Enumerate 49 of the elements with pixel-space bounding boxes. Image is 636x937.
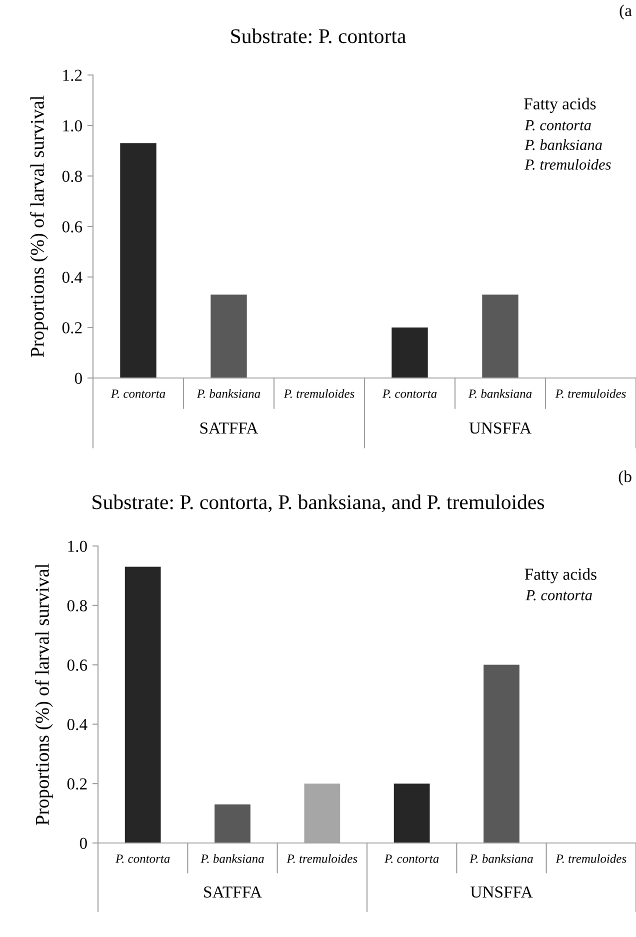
y-tick-label: 0 (80, 838, 87, 849)
y-tick-label: 0.4 (67, 718, 88, 730)
y-tick-label: 0.6 (62, 221, 82, 233)
bar (394, 784, 430, 843)
text: SATFFA (200, 422, 258, 434)
x-tick-label: P. banksiana (196, 389, 260, 398)
y-tick-label: 0.6 (67, 660, 88, 671)
chart-title: Substrate: P. contorta, P. banksiana, and P. tremuloides (92, 494, 544, 512)
chart-title: Substrate: P. contorta (231, 28, 406, 44)
y-tick-label: 0.2 (67, 778, 87, 790)
x-tick-label: P. tremuloides (284, 389, 354, 398)
x-tick-label: P. tremuloides (286, 854, 358, 863)
bar (484, 664, 520, 843)
x-tick-label: P. banksiana (200, 854, 264, 863)
y-tick-label: 0.2 (62, 322, 82, 334)
annotation: Fatty acids (524, 568, 596, 584)
annotation: P. contorta (524, 120, 591, 130)
y-axis-title: Proportions (%) of larval survival (35, 564, 53, 826)
x-tick-label: P. tremuloides (556, 854, 626, 863)
annotation: P. banksiana (524, 139, 602, 150)
y-tick-label: 1.0 (68, 540, 87, 552)
text: (a (620, 4, 632, 20)
y-tick-label: 1.0 (63, 120, 82, 132)
bar (392, 328, 428, 378)
y-tick-label: 0.4 (62, 272, 82, 284)
x-tick-label: P. contorta (384, 854, 439, 863)
x-tick-label: P. banksiana (470, 854, 533, 863)
x-tick-label: P. tremuloides (555, 389, 626, 398)
y-tick-label: 0.8 (62, 170, 82, 182)
annotation: P. tremuloides (524, 158, 611, 170)
y-tick-label: 0.8 (67, 600, 87, 612)
bar (120, 143, 156, 378)
x-tick-label: P. banksiana (468, 389, 532, 398)
bar (210, 294, 247, 378)
text: SATFFA (204, 886, 262, 898)
y-tick-label: 0 (74, 372, 82, 384)
text: UNSFFA (469, 422, 532, 434)
y-tick-label: 1.2 (63, 70, 82, 82)
x-tick-label: P. contorta (110, 390, 166, 398)
bar (214, 804, 250, 843)
text: (b (618, 470, 632, 486)
x-tick-label: P. contorta (115, 854, 170, 863)
bar (124, 566, 161, 843)
annotation: Fatty acids (524, 98, 596, 113)
annotation: P. contorta (526, 590, 592, 600)
bar (482, 294, 518, 378)
y-axis-title: Proportions (%) of larval survival (30, 96, 48, 358)
x-tick-label: P. contorta (382, 390, 437, 398)
text: UNSFFA (470, 886, 533, 898)
